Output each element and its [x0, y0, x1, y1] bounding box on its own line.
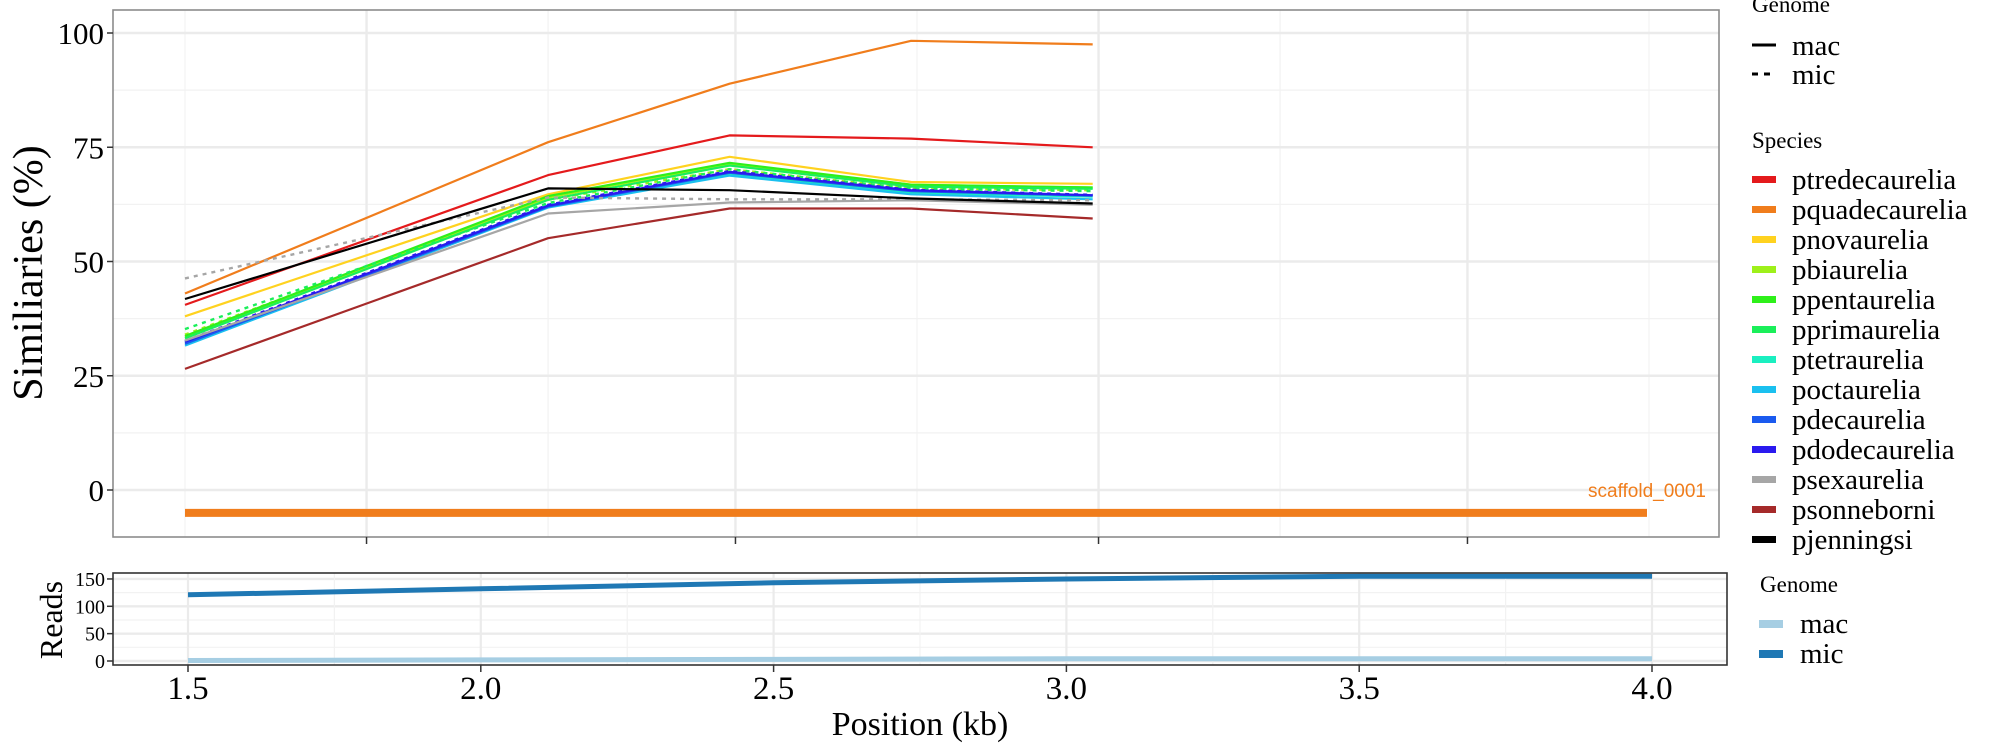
y-tick-label: 0	[95, 651, 105, 673]
y-tick-label: 100	[75, 596, 105, 618]
y-tick-label: 25	[73, 359, 104, 394]
legend-key-ptredecaurelia	[1752, 176, 1776, 183]
y-tick-label: 75	[73, 130, 104, 165]
similarities-y-axis-title: Similiaries (%)	[6, 145, 52, 400]
legend-key-ppentaurelia	[1752, 296, 1776, 303]
reads-y-axis: 0 50 100 150	[75, 569, 113, 673]
series-line-ppentaurelia-mac	[184, 161, 1093, 338]
legend-title-genome: Genome	[1752, 0, 1830, 17]
scaffold-segments: scaffold_0001	[185, 481, 1706, 517]
y-tick-label: 50	[73, 245, 104, 280]
x-axis-title: Position (kb)	[832, 706, 1009, 743]
series-line-pdodecaurelia-mac	[184, 170, 1093, 343]
similarities-panel: scaffold_0001 0 25 50 75 100 Similiaries (%)	[6, 9, 1720, 544]
legend-label-pdodecaurelia: pdodecaurelia	[1792, 434, 1955, 466]
legend-key-pnovaurelia	[1752, 236, 1776, 243]
x-tick-label: 2.5	[753, 671, 794, 707]
legend-label-reads-mac: mac	[1800, 608, 1848, 640]
legend-key-pdodecaurelia	[1752, 446, 1776, 453]
legend-key-pjenningsi	[1752, 536, 1776, 543]
series-line-mic	[187, 573, 1652, 598]
legend-label-psexaurelia: psexaurelia	[1792, 464, 1924, 496]
legend-label-psonneborni: psonneborni	[1792, 494, 1935, 526]
legend-key-pbiaurelia	[1752, 266, 1776, 273]
legend-title-species: Species	[1752, 128, 1822, 153]
legend-label-poctaurelia: poctaurelia	[1792, 374, 1921, 406]
similarities-series	[184, 39, 1093, 370]
legend-key-pdecaurelia	[1752, 416, 1776, 423]
legend-key-poctaurelia	[1752, 386, 1776, 393]
legend-key-psonneborni	[1752, 506, 1776, 513]
legend-key-reads-mic	[1759, 650, 1783, 658]
y-tick-label: 150	[75, 569, 105, 591]
y-tick-label: 100	[58, 16, 105, 51]
x-tick-label: 3.0	[1046, 671, 1087, 707]
legend-label-reads-mic: mic	[1800, 638, 1844, 670]
similarities-y-axis: 0 25 50 75 100	[58, 16, 113, 508]
series-line-psonneborni-mac	[184, 207, 1093, 370]
legend-key-ptetraurelia	[1752, 356, 1776, 363]
x-tick-label: 4.0	[1631, 671, 1672, 707]
legend-key-reads-mac	[1759, 620, 1783, 628]
similarities-plot-background	[113, 10, 1719, 537]
x-tick-label: 3.5	[1339, 671, 1380, 707]
legend-key-psexaurelia	[1752, 476, 1776, 483]
y-tick-label: 0	[89, 473, 105, 508]
legend-label-ptetraurelia: ptetraurelia	[1792, 344, 1924, 376]
reads-panel: 0 50 100 150 1.5 2.0 2.5 3.0 3.5 4.0 Reads Posit…	[33, 569, 1728, 743]
reads-plot-frame	[112, 572, 1728, 666]
series-line-poctaurelia-mac	[184, 174, 1093, 347]
reads-series	[187, 573, 1653, 663]
series-line-ptredecaurelia-mac	[184, 134, 1093, 306]
legend-label-mac: mac	[1792, 30, 1840, 62]
legend-label-mic: mic	[1792, 59, 1836, 91]
similarities-x-axis	[365, 537, 1469, 544]
legend-label-pbiaurelia: pbiaurelia	[1792, 254, 1908, 286]
series-line-pnovaurelia-mac	[184, 155, 1093, 318]
series-line-pquadecaurelia-mac	[184, 39, 1093, 295]
legend-label-ppentaurelia: ppentaurelia	[1792, 284, 1935, 316]
legend-label-pjenningsi: pjenningsi	[1792, 524, 1913, 556]
series-line-psexaurelia-mac	[184, 199, 1093, 342]
reads-x-axis: 1.5 2.0 2.5 3.0 3.5 4.0	[167, 665, 1673, 707]
legend-title-genome-reads: Genome	[1760, 572, 1838, 597]
x-tick-label: 1.5	[167, 671, 208, 707]
y-tick-label: 50	[85, 624, 105, 646]
x-tick-label: 2.0	[460, 671, 501, 707]
reads-y-axis-title: Reads	[33, 581, 69, 659]
similarities-plot-frame	[112, 9, 1720, 538]
legend-label-pquadecaurelia: pquadecaurelia	[1792, 194, 1968, 226]
legend-label-pnovaurelia: pnovaurelia	[1792, 224, 1929, 256]
series-line-pprimaurelia-mic	[184, 167, 1093, 331]
legend-key-pprimaurelia	[1752, 326, 1776, 333]
legend-label-pdecaurelia: pdecaurelia	[1792, 404, 1926, 436]
scaffold-label: scaffold_0001	[1588, 481, 1706, 502]
series-line-mac	[187, 656, 1652, 663]
legend-label-ptredecaurelia: ptredecaurelia	[1792, 164, 1956, 196]
legend-key-pquadecaurelia	[1752, 206, 1776, 213]
legend-label-pprimaurelia: pprimaurelia	[1792, 314, 1940, 346]
